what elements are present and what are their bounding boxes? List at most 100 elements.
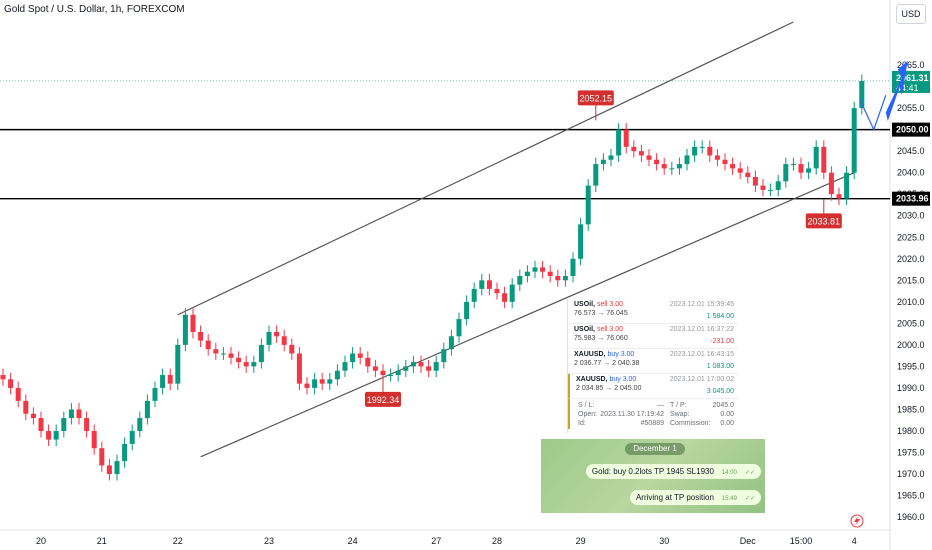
- candle-body: [486, 280, 492, 289]
- trade-symbol: USOil,: [574, 301, 596, 308]
- trade-row[interactable]: XAUUSD, buy 3.00 2023.12.01 16:43:15 2 0…: [568, 349, 738, 374]
- x-tick-label: 22: [173, 536, 183, 546]
- candle-body: [53, 430, 59, 440]
- candle-body: [61, 418, 67, 431]
- y-tick-label: 2045.0: [897, 146, 925, 156]
- candle-body: [783, 164, 789, 182]
- trade-row[interactable]: USOil, sell 3.00 2023.12.01 16:37:22 75.…: [568, 324, 738, 349]
- candle-body: [167, 375, 173, 384]
- lightning-icon[interactable]: [850, 514, 864, 528]
- x-tick-label: 21: [97, 536, 107, 546]
- detail-row: Id: #50889 Commission: 0.00: [578, 419, 734, 428]
- candle-body: [144, 400, 150, 419]
- candle-body: [699, 146, 705, 148]
- x-tick-label: 15:00: [790, 536, 813, 546]
- x-tick-label: 27: [431, 536, 441, 546]
- channel-lower-line[interactable]: [200, 172, 855, 458]
- candle-body: [745, 172, 751, 177]
- candle-body: [631, 146, 637, 152]
- candle-body: [418, 362, 424, 367]
- detail-key: Swap:: [670, 411, 690, 418]
- chat-message: Arriving at TP position 15:49 ✓✓: [629, 490, 761, 505]
- candle-body: [608, 155, 614, 160]
- candle-body: [806, 168, 812, 173]
- candle-body: [851, 108, 857, 173]
- currency-button[interactable]: USD: [896, 4, 926, 24]
- candle-body: [38, 418, 44, 431]
- candle-body: [175, 344, 181, 384]
- candle-body: [502, 293, 508, 302]
- trade-prices: 75.983 → 76.060: [574, 335, 628, 342]
- trade-side: sell 3.00: [596, 301, 624, 308]
- candle-body: [106, 465, 112, 475]
- y-tick-label: 1990.0: [897, 383, 925, 393]
- y-tick-label: 1985.0: [897, 404, 925, 414]
- candle-body: [775, 181, 781, 190]
- trade-time: 2023.12.01 17:00:02: [669, 376, 734, 383]
- candle-body: [46, 430, 52, 440]
- lightning-bolt-shape: [854, 516, 860, 526]
- detail-key: S / L:: [578, 402, 595, 409]
- candle-body: [258, 344, 264, 363]
- trade-symbol: XAUUSD,: [574, 351, 606, 358]
- candle-body: [319, 379, 325, 384]
- y-tick-label: 1960.0: [897, 512, 925, 522]
- y-tick-label: 2025.0: [897, 232, 925, 242]
- candle-body: [555, 276, 561, 281]
- candle-body: [129, 430, 135, 444]
- trade-row[interactable]: XAUUSD, buy 3.00 2023.12.01 17:00:02 2 0…: [568, 374, 738, 399]
- candle-body: [312, 379, 318, 388]
- projection-path: [859, 94, 887, 132]
- candle-body: [213, 349, 219, 354]
- trade-pnl: 1 083.00: [706, 363, 734, 370]
- candle-body: [479, 280, 485, 289]
- x-tick-label: 30: [659, 536, 669, 546]
- candle-body: [638, 151, 644, 156]
- trade-row[interactable]: USOil, sell 3.00 2023.12.01 15:39:45 76.…: [568, 299, 738, 324]
- candle-body: [562, 276, 568, 281]
- candle-body: [768, 189, 774, 191]
- trade-symbol: XAUUSD,: [576, 376, 608, 383]
- level-price-tag: [892, 191, 930, 206]
- candle-body: [654, 159, 660, 165]
- trade-symbol: USOil,: [574, 326, 596, 333]
- candle-body: [152, 387, 158, 401]
- trade-time: 2023.12.01 16:43:15: [669, 351, 734, 358]
- telegram-chat-screenshot: December 1 Gold: buy 0.2lots TP 1945 SL1…: [541, 439, 765, 513]
- candle-body: [99, 448, 105, 466]
- candle-body: [0, 375, 6, 380]
- candle-body: [661, 164, 667, 169]
- candle-body: [684, 155, 690, 165]
- candle-body: [517, 276, 523, 285]
- y-tick-label: 1995.0: [897, 361, 925, 371]
- candle-body: [524, 271, 530, 276]
- candle-body: [266, 331, 272, 345]
- candle-body: [84, 418, 90, 431]
- candle-body: [296, 353, 302, 384]
- trade-prices: 2 036.77 → 2 040.38: [574, 360, 640, 367]
- candle-body: [236, 357, 242, 363]
- x-tick-label: 28: [492, 536, 502, 546]
- candle-body: [707, 146, 713, 156]
- detail-row: S / L: — T / P: 2045.0: [578, 401, 734, 410]
- candle-body: [836, 194, 842, 199]
- candle-body: [30, 413, 36, 419]
- candle-body: [8, 379, 14, 388]
- candle-body: [844, 172, 850, 199]
- candle-body: [76, 409, 82, 419]
- price-annotation-label: 1992.34: [367, 395, 400, 405]
- channel-upper-line[interactable]: [177, 21, 794, 316]
- price-annotation-box: [577, 90, 614, 106]
- candle-body: [471, 288, 477, 302]
- level-price-label: 2033.96: [896, 194, 929, 204]
- detail-key: Commission:: [670, 420, 711, 427]
- candle-body: [182, 314, 188, 345]
- y-tick-label: 2065.0: [897, 60, 925, 70]
- candle-body: [228, 353, 234, 358]
- detail-key: T / P:: [670, 402, 687, 409]
- y-tick-label: 1975.0: [897, 448, 925, 458]
- candle-body: [600, 159, 606, 165]
- candle-body: [714, 155, 720, 160]
- detail-key: Open:: [578, 411, 598, 418]
